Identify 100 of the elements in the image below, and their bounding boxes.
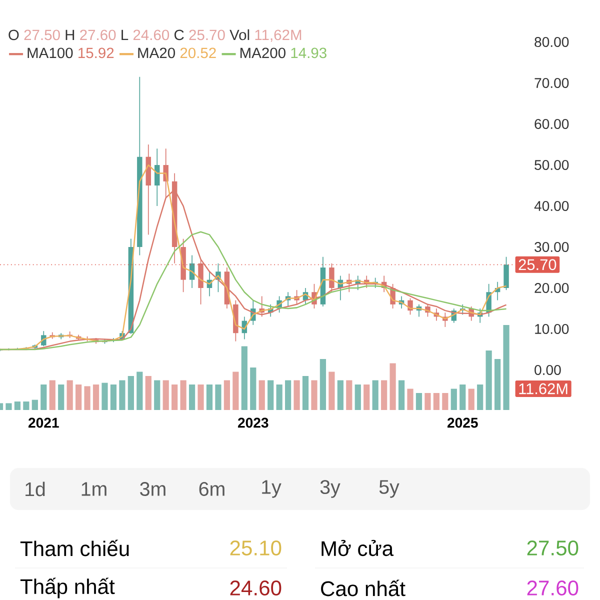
- text: 6m: [199, 482, 224, 496]
- text: 27.60: [527, 580, 578, 596]
- text: L: [122, 30, 128, 40]
- x-tick-label: 2021: [28, 418, 59, 428]
- bar: [145, 376, 152, 410]
- legend-label: MA20: [138, 48, 175, 58]
- text: 27.50: [527, 540, 578, 556]
- bar: [328, 372, 335, 410]
- text: 25.70: [189, 30, 225, 40]
- y-tick-label: 50.00: [534, 160, 569, 170]
- text: 27.60: [80, 30, 116, 40]
- text: 24.60: [133, 30, 170, 40]
- bar: [49, 380, 56, 410]
- bar: [346, 380, 352, 410]
- bar: [337, 380, 344, 410]
- bar: [398, 380, 405, 410]
- bar: [250, 368, 256, 410]
- text: 11,62M: [255, 30, 302, 42]
- annotation: 20.52: [180, 48, 216, 58]
- x-tick-label: 2023: [238, 418, 268, 428]
- bar: [206, 384, 213, 410]
- bar: [119, 380, 126, 410]
- bar: [232, 372, 239, 410]
- bar: [23, 402, 30, 410]
- bar: [276, 384, 282, 410]
- text: 1m: [82, 482, 106, 496]
- candlestick: [504, 256, 509, 290]
- text: H: [66, 30, 74, 40]
- bar: [241, 346, 248, 410]
- text: Thấp nhất: [20, 578, 115, 598]
- bar: [14, 402, 21, 410]
- bar: [188, 384, 196, 410]
- y-tick-label: 70.00: [534, 78, 569, 88]
- text: 25.10: [230, 540, 282, 556]
- bar: [136, 372, 143, 410]
- bar: [40, 384, 47, 410]
- bar: [76, 384, 82, 410]
- y-tick-label: 20.00: [534, 283, 569, 293]
- y-tick-label: 10.00: [535, 324, 569, 334]
- y-tick-label: 80.00: [534, 37, 569, 47]
- annotation: 15.92: [78, 48, 114, 58]
- bar: [503, 325, 510, 410]
- bar: [285, 380, 292, 410]
- text: Vol: [230, 29, 250, 40]
- text: Tham chiếu: [20, 540, 129, 556]
- bar: [442, 393, 448, 410]
- bar: [84, 386, 90, 410]
- text: 27.50: [24, 30, 60, 40]
- bar: [180, 380, 186, 410]
- bar: [311, 380, 318, 410]
- bar: [172, 384, 178, 410]
- bar: [92, 384, 100, 410]
- bar: [162, 380, 169, 410]
- bar: [364, 384, 370, 410]
- y-tick-label: 60.00: [534, 119, 569, 129]
- y-tick-label: 30.00: [534, 242, 569, 252]
- bar: [128, 376, 134, 410]
- bar: [354, 384, 361, 410]
- bar: [416, 393, 422, 410]
- text: O: [8, 30, 19, 40]
- text: 1d: [26, 482, 45, 496]
- bar: [468, 388, 474, 410]
- x-tick-label: 2025: [447, 418, 478, 428]
- y-tick-label: 40.00: [534, 201, 569, 211]
- bar: [424, 393, 431, 410]
- bar: [302, 376, 309, 410]
- ref-line-label: 25.70: [518, 259, 556, 270]
- bar: [6, 403, 12, 410]
- annotation: 14.93: [291, 48, 326, 58]
- text: 1y: [262, 480, 282, 498]
- bar: [102, 382, 108, 410]
- bar: [66, 380, 73, 410]
- bar: [390, 363, 396, 410]
- legend-label: MA100: [28, 48, 73, 58]
- candlestick: [329, 262, 334, 293]
- bar: [268, 380, 274, 410]
- bar: [433, 393, 440, 410]
- text: 11.62M: [519, 383, 568, 394]
- text: 3m: [140, 482, 166, 496]
- legend-label: MA200: [240, 48, 286, 58]
- bar: [460, 384, 466, 410]
- bar: [110, 384, 117, 410]
- bar: [258, 380, 265, 410]
- bar: [224, 380, 230, 410]
- bar: [494, 359, 501, 410]
- bar: [381, 380, 388, 410]
- bar: [58, 384, 64, 410]
- bar: [450, 388, 457, 410]
- text: C: [174, 30, 184, 40]
- bar: [32, 400, 38, 410]
- bar: [477, 384, 484, 410]
- bar: [486, 350, 492, 410]
- bar: [320, 359, 326, 410]
- text: 3y: [320, 480, 340, 498]
- bar: [407, 388, 414, 410]
- bar: [372, 380, 378, 410]
- text: 24.60: [230, 580, 282, 596]
- bar: [215, 384, 222, 410]
- text: Cao nhất: [321, 580, 406, 596]
- bar: [198, 384, 204, 410]
